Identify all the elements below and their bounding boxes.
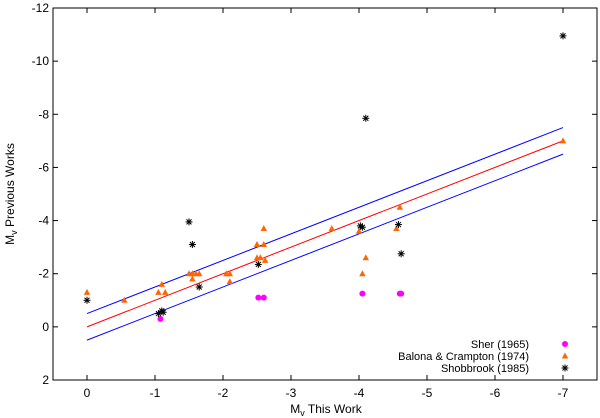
point-triangle (189, 275, 196, 282)
point-triangle (328, 225, 335, 232)
plot-frame (52, 7, 598, 381)
legend-marker-asterisk (561, 364, 569, 372)
point-asterisk (185, 218, 193, 226)
point-triangle (121, 296, 128, 303)
y-tick-label: -12 (32, 1, 50, 15)
x-tick-label: -4 (354, 386, 365, 400)
x-axis-label: Mv This Work (290, 402, 362, 418)
point-triangle (83, 288, 91, 295)
y-tick-label: -10 (32, 54, 50, 68)
x-tick-label: -6 (490, 386, 501, 400)
point-triangle (196, 270, 203, 277)
legend-marker-triangle (561, 352, 569, 359)
point-asterisk (394, 221, 402, 229)
point-asterisk (83, 296, 91, 304)
point-triangle (226, 270, 233, 277)
fit-line-lower (86, 153, 564, 341)
point-triangle (359, 270, 366, 277)
point-triangle (226, 278, 233, 285)
point-triangle (162, 288, 169, 295)
y-tick-label: -4 (38, 214, 49, 228)
point-asterisk (559, 32, 567, 40)
point-asterisk (358, 223, 366, 231)
point-triangle (396, 203, 403, 210)
point-triangle (260, 240, 267, 247)
fit-line-upper (86, 127, 564, 315)
point-asterisk (254, 260, 262, 268)
legend-marker-circle (562, 341, 568, 347)
point-circle (157, 315, 164, 322)
point-triangle (393, 225, 400, 232)
point-circle (260, 294, 267, 301)
x-tick-label: -1 (150, 386, 161, 400)
y-tick-label: -8 (38, 107, 49, 121)
point-triangle (158, 280, 165, 287)
x-tick-label: 0 (84, 386, 91, 400)
fit-line-fit (86, 140, 564, 328)
point-triangle (362, 254, 369, 261)
legend-label: Balona & Crampton (1974) (398, 351, 529, 363)
point-triangle (155, 288, 162, 295)
point-triangle (559, 137, 567, 144)
legend-label: Sher (1965) (471, 339, 529, 351)
reference-lines (86, 127, 564, 341)
point-asterisk (188, 240, 196, 248)
legend-label: Shobbrook (1985) (441, 363, 529, 375)
data-points (83, 32, 567, 322)
y-tick-label: -6 (38, 160, 49, 174)
point-triangle (253, 240, 261, 247)
legend: Sher (1965)Balona & Crampton (1974)Shobb… (398, 339, 569, 375)
point-asterisk (397, 250, 405, 258)
y-tick-label: -2 (38, 267, 49, 281)
point-circle (398, 290, 405, 297)
y-tick-label: 2 (42, 373, 49, 387)
point-triangle (261, 256, 269, 263)
x-tick-label: -2 (218, 386, 229, 400)
point-circle (255, 294, 262, 301)
x-tick-label: -3 (286, 386, 297, 400)
point-circle (359, 290, 366, 297)
point-asterisk (362, 114, 370, 122)
point-triangle (260, 225, 267, 232)
point-asterisk (195, 283, 203, 291)
y-axis-label: Mv Previous Works (3, 143, 19, 245)
point-triangle (257, 254, 264, 261)
y-tick-label: 0 (42, 320, 49, 334)
x-tick-label: -7 (558, 386, 569, 400)
point-asterisk (159, 308, 167, 316)
x-tick-label: -5 (422, 386, 433, 400)
point-triangle (355, 227, 363, 234)
